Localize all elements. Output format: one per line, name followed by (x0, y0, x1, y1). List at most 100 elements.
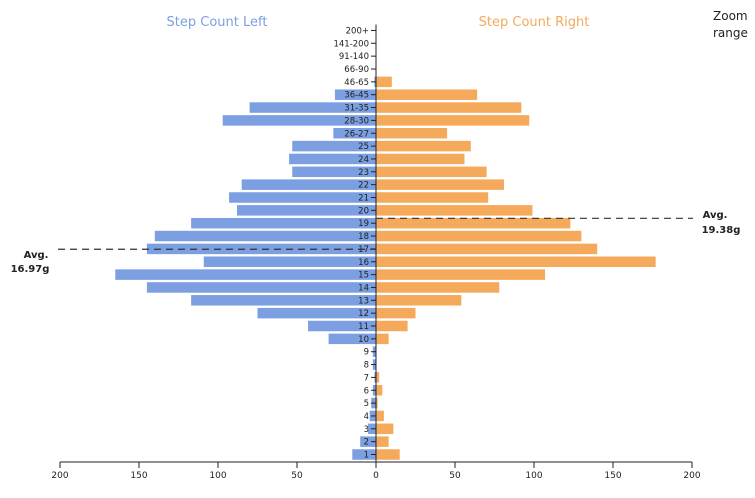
x-tick-label: 100 (525, 471, 542, 481)
category-label-12: 12 (358, 309, 369, 319)
left-bar-10[interactable] (328, 333, 376, 345)
right-average-label: Avg. (703, 210, 728, 221)
category-label-66-90: 66-90 (344, 65, 369, 75)
category-label-24: 24 (358, 155, 369, 165)
right-average-value: 19.38g (702, 225, 741, 236)
category-label-91-140: 91-140 (339, 52, 369, 62)
right-bar-10[interactable] (376, 333, 389, 345)
right-bar-4[interactable] (376, 410, 384, 422)
right-bar-25[interactable] (376, 140, 471, 152)
right-bar-20[interactable] (376, 205, 533, 216)
right-bar-7[interactable] (376, 372, 380, 383)
category-label-141-200: 141-200 (333, 39, 369, 49)
right-bar-5[interactable] (376, 397, 378, 409)
left-bar-2[interactable] (360, 436, 376, 447)
x-tick-label: 200 (51, 471, 68, 481)
left-bar-1[interactable] (352, 449, 376, 460)
left-series-title: Step Count Left (167, 15, 268, 30)
right-bar-16[interactable] (376, 256, 656, 268)
right-bar-26-27[interactable] (376, 128, 448, 139)
right-bar-1[interactable] (376, 449, 400, 460)
right-bar-19[interactable] (376, 217, 571, 229)
left-bar-22[interactable] (241, 179, 376, 190)
left-bar-36-45[interactable] (334, 89, 376, 100)
category-label-10: 10 (358, 335, 369, 345)
right-bar-36-45[interactable] (376, 89, 478, 100)
left-bar-16[interactable] (203, 256, 376, 268)
left-bar-13[interactable] (191, 295, 376, 306)
right-bar-46-65[interactable] (376, 76, 392, 88)
category-label-46-65: 46-65 (344, 78, 369, 88)
category-label-2: 2 (364, 438, 369, 448)
category-label-16: 16 (358, 258, 369, 268)
zoom-range-control[interactable]: Zoom range (713, 8, 753, 42)
right-bar-28-30[interactable] (376, 115, 530, 126)
category-label-25: 25 (358, 142, 369, 152)
category-label-15: 15 (358, 271, 369, 281)
right-bar-15[interactable] (376, 269, 546, 280)
category-label-5: 5 (364, 399, 369, 409)
category-label-18: 18 (358, 232, 369, 242)
left-average-value: 16.97g (11, 264, 50, 275)
right-bar-17[interactable] (376, 243, 598, 255)
x-tick-label: 150 (130, 471, 147, 481)
left-average-label: Avg. (24, 250, 49, 261)
right-bar-31-35[interactable] (376, 102, 522, 113)
category-label-6: 6 (364, 386, 369, 396)
category-label-4: 4 (364, 412, 369, 422)
left-bar-21[interactable] (229, 192, 376, 203)
left-bar-19[interactable] (191, 217, 376, 229)
category-label-14: 14 (358, 283, 369, 293)
right-bar-18[interactable] (376, 230, 582, 242)
category-label-9: 9 (364, 348, 369, 358)
left-bar-31-35[interactable] (249, 102, 376, 113)
category-label-13: 13 (358, 296, 369, 306)
category-label-1: 1 (364, 451, 369, 461)
x-tick-label: 50 (449, 471, 461, 481)
bars-layer (115, 76, 656, 460)
category-label-11: 11 (358, 322, 369, 332)
right-bar-11[interactable] (376, 320, 408, 332)
zoom-label-line2: range (713, 26, 748, 40)
category-label-17: 17 (358, 245, 369, 255)
right-bar-13[interactable] (376, 295, 462, 306)
left-bar-24[interactable] (289, 153, 376, 165)
right-bar-22[interactable] (376, 179, 504, 190)
left-bar-28-30[interactable] (222, 115, 376, 126)
category-label-200+: 200+ (346, 26, 369, 36)
category-label-20: 20 (358, 206, 369, 216)
zoom-label-line1: Zoom (713, 9, 748, 23)
right-series-title: Step Count Right (479, 15, 590, 30)
x-tick-label: 200 (683, 471, 700, 481)
x-tick-label: 150 (604, 471, 621, 481)
left-bar-15[interactable] (115, 269, 377, 280)
category-label-36-45: 36-45 (344, 91, 369, 101)
left-bar-23[interactable] (292, 166, 376, 178)
left-bar-11[interactable] (308, 320, 376, 332)
left-bar-25[interactable] (292, 140, 376, 152)
right-bar-23[interactable] (376, 166, 487, 178)
left-bar-20[interactable] (236, 205, 376, 216)
x-tick-label: 50 (291, 471, 303, 481)
category-label-22: 22 (358, 181, 369, 191)
left-bar-14[interactable] (146, 282, 376, 293)
right-bar-3[interactable] (376, 423, 394, 435)
right-bar-6[interactable] (376, 385, 383, 396)
left-bar-18[interactable] (154, 230, 376, 242)
left-bar-12[interactable] (257, 307, 377, 319)
x-tick-label: 0 (373, 471, 379, 481)
right-bar-24[interactable] (376, 153, 465, 165)
right-bar-12[interactable] (376, 307, 416, 319)
left-bar-17[interactable] (146, 243, 376, 255)
category-label-28-30: 28-30 (344, 116, 369, 126)
averages-layer: Avg. 16.97g Avg. 19.38g (11, 210, 741, 275)
right-bar-21[interactable] (376, 192, 489, 203)
category-label-23: 23 (358, 168, 369, 178)
category-label-21: 21 (358, 194, 369, 204)
category-label-26-27: 26-27 (344, 129, 369, 139)
x-tick-label: 100 (209, 471, 226, 481)
left-bar-26-27[interactable] (333, 128, 376, 139)
right-bar-2[interactable] (376, 436, 389, 447)
axis-layer: 1234567891011121314151617181920212223242… (51, 24, 701, 481)
right-bar-14[interactable] (376, 282, 500, 293)
